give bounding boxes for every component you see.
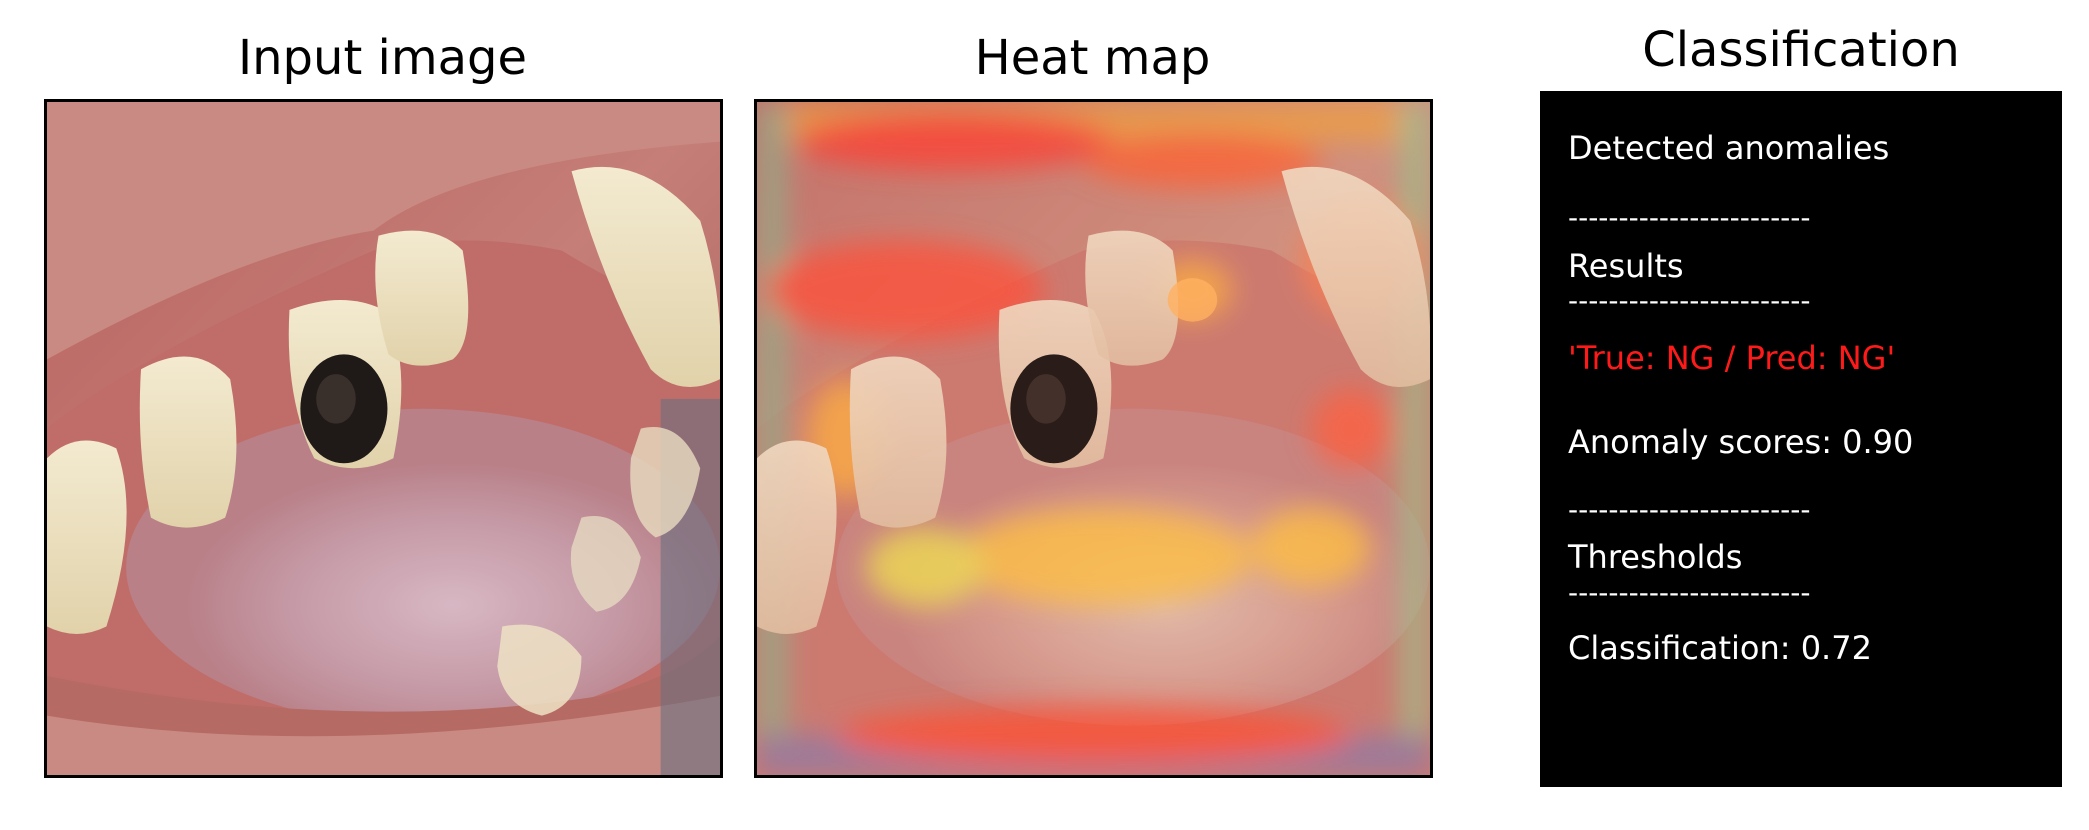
separator: ------------------------ <box>1568 284 1811 317</box>
mouth-photo <box>47 102 720 775</box>
separator: ------------------------ <box>1568 201 1811 234</box>
heat-map <box>754 99 1433 778</box>
classification-title: Classification <box>1642 22 1960 78</box>
detected-anomalies-label: Detected anomalies <box>1568 129 1890 167</box>
separator: ------------------------ <box>1568 576 1811 609</box>
heat-map-title: Heat map <box>974 30 1211 86</box>
separator: ------------------------ <box>1568 493 1811 526</box>
input-image <box>44 99 723 778</box>
classification-panel: Detected anomalies ---------------------… <box>1540 91 2062 787</box>
results-label: Results <box>1568 247 1684 285</box>
input-image-title: Input image <box>237 30 528 86</box>
anomaly-score: Anomaly scores: 0.90 <box>1568 423 1914 461</box>
thresholds-label: Thresholds <box>1568 538 1743 576</box>
prediction-verdict: 'True: NG / Pred: NG' <box>1568 339 1896 377</box>
heat-map-overlay <box>757 102 1430 775</box>
classification-threshold: Classification: 0.72 <box>1568 629 1872 667</box>
